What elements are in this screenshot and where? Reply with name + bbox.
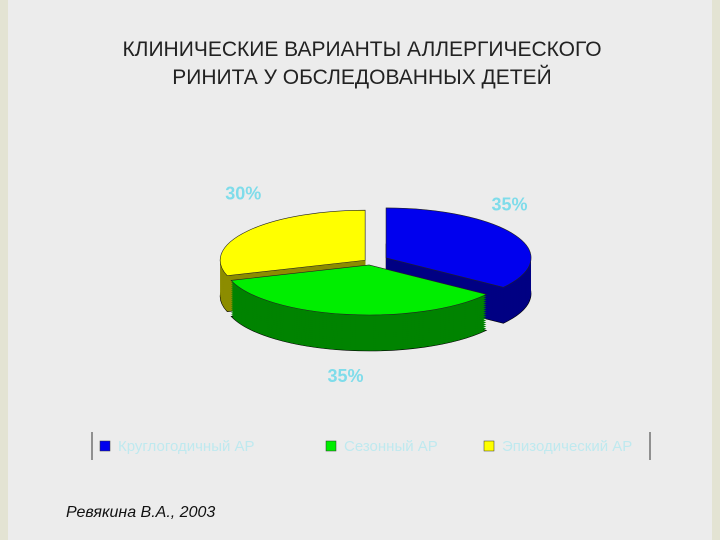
chart-title: КЛИНИЧЕСКИЕ ВАРИАНТЫ АЛЛЕРГИЧЕСКОГО РИНИТ… (122, 38, 601, 89)
author: Ревякина В.А., 2003 (66, 504, 215, 521)
data-label: 35% (327, 366, 363, 386)
slice (385, 207, 532, 288)
slice (230, 264, 488, 316)
legend-label: Круглогодичный АР (118, 438, 255, 455)
legend-swatch (325, 440, 337, 452)
legend-swatch (99, 440, 111, 452)
data-label: 35% (492, 194, 528, 214)
data-label: 30% (225, 184, 261, 204)
legend-label: Сезонный АР (344, 438, 438, 455)
slice (219, 209, 366, 277)
legend-label: Эпизодический АР (502, 438, 632, 455)
legend-swatch (483, 440, 495, 452)
